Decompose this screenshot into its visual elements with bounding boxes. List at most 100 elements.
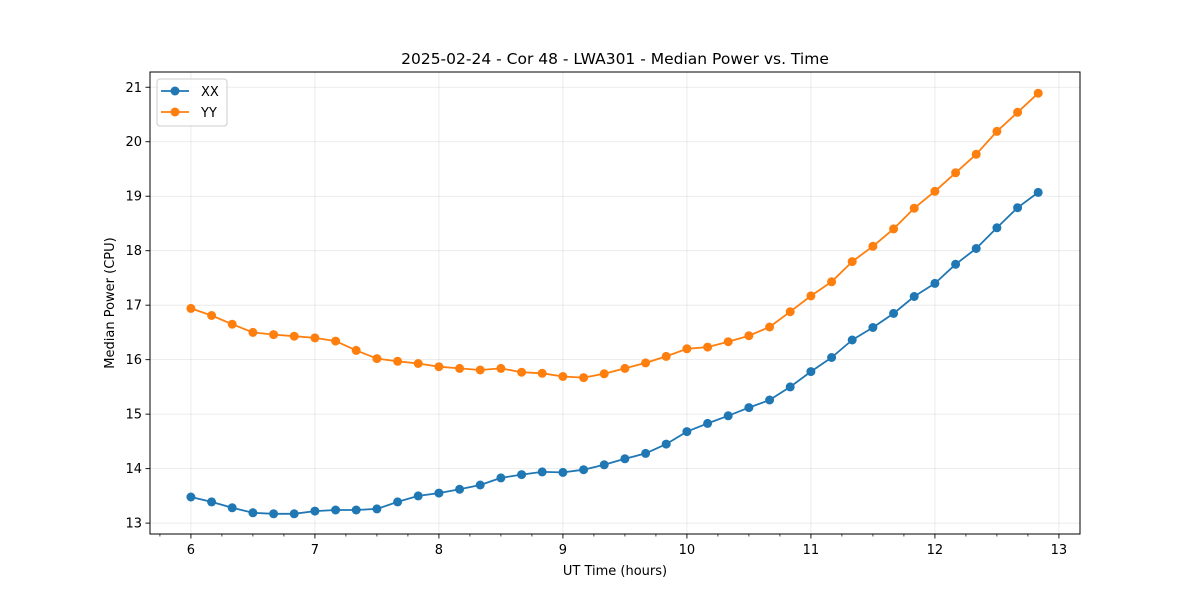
legend-xx-marker — [170, 86, 180, 96]
series-xx-point — [413, 491, 423, 501]
series-yy-point — [641, 358, 651, 368]
x-tick-label: 10 — [679, 543, 696, 558]
series-xx-point — [372, 504, 382, 514]
series-xx-point — [455, 484, 465, 494]
series-xx-point — [496, 473, 506, 483]
y-tick-label: 20 — [125, 135, 142, 150]
y-tick-label: 18 — [125, 244, 142, 259]
plot-frame — [149, 71, 1081, 535]
series-xx-point — [289, 509, 299, 519]
series-yy-point — [351, 345, 361, 355]
series-yy-point — [971, 149, 981, 159]
series-yy-point — [207, 311, 217, 320]
series-yy-point — [372, 354, 382, 364]
legend-yy-marker — [170, 107, 180, 117]
series-yy-point — [661, 351, 671, 361]
grid-layer — [150, 72, 1080, 534]
series-xx-point — [517, 470, 527, 480]
series-xx-point — [207, 497, 217, 507]
series-yy-point — [992, 126, 1002, 136]
series-yy-point — [537, 368, 547, 378]
y-tick-label: 19 — [125, 190, 142, 205]
axis-layer: 6 7 8 9 10 11 12 13 13 14 15 16 17 18 19 20 21 — [125, 81, 1067, 558]
series-xx-point — [599, 460, 609, 470]
series-xx-point — [227, 503, 237, 513]
series-yy-point — [434, 362, 444, 372]
series-xx-point — [847, 335, 857, 345]
series-xx-point — [393, 497, 403, 507]
y-tick-label: 13 — [125, 517, 142, 532]
series-xx-point — [558, 467, 568, 477]
series-xx-point — [785, 382, 795, 392]
x-axis-label: UT Time (hours) — [563, 564, 667, 579]
series-yy-point — [331, 336, 341, 346]
legend-xx-label: XX — [201, 85, 219, 100]
series-yy-point — [806, 291, 816, 301]
series-xx-point — [971, 244, 981, 253]
x-tick-label: 9 — [559, 543, 567, 558]
series-xx-point — [186, 492, 196, 502]
series-yy-point — [248, 327, 258, 337]
x-tick-label: 7 — [311, 543, 319, 558]
series-yy-point — [847, 257, 857, 267]
series-xx-point — [1013, 203, 1023, 213]
series-xx-point — [703, 418, 713, 428]
series-yy-point — [269, 330, 279, 340]
series-xx-point — [579, 465, 589, 475]
series-yy-point — [496, 363, 506, 373]
series-yy-point — [765, 322, 775, 332]
series-yy-point — [827, 277, 837, 287]
series-xx-point — [248, 508, 258, 518]
series-xx-point — [641, 448, 651, 458]
series-yy-point — [723, 337, 733, 347]
series-yy-point — [951, 168, 961, 178]
series-yy-point — [475, 365, 485, 375]
series-xx-point — [331, 505, 341, 515]
series-xx-point — [889, 308, 899, 318]
series-xx-point — [765, 395, 775, 405]
series-layer — [186, 88, 1043, 519]
y-tick-label: 16 — [125, 353, 142, 368]
series-yy-point — [413, 359, 423, 368]
x-tick-label: 12 — [927, 543, 944, 558]
series-xx-point — [868, 323, 878, 332]
y-axis-label: Median Power (CPU) — [103, 237, 118, 368]
series-xx-point — [269, 509, 279, 519]
series-yy-point — [393, 356, 403, 366]
x-tick-label: 8 — [435, 543, 443, 558]
series-xx-point — [930, 278, 940, 288]
series-xx-point — [682, 427, 692, 437]
y-tick-label: 21 — [125, 81, 142, 96]
series-yy-point — [889, 224, 899, 234]
series-yy-point — [579, 373, 589, 383]
series-xx-point — [661, 439, 671, 449]
series-xx-point — [951, 259, 961, 269]
series-yy-point — [455, 363, 465, 373]
legend: XX YY — [156, 78, 228, 127]
series-yy-point — [909, 203, 919, 213]
x-tick-label: 6 — [187, 543, 195, 558]
series-xx-point — [537, 467, 547, 477]
y-tick-label: 17 — [125, 299, 142, 314]
series-yy-point — [289, 331, 299, 341]
series-yy-point — [930, 186, 940, 196]
series-yy-point — [227, 319, 237, 329]
series-xx-point — [475, 480, 485, 490]
series-xx-point — [744, 403, 754, 413]
series-yy-point — [1013, 107, 1023, 117]
legend-yy-label: YY — [200, 106, 217, 121]
series-xx-point — [806, 367, 816, 377]
series-xx-point — [1033, 187, 1043, 197]
y-tick-label: 14 — [125, 462, 142, 477]
series-yy-point — [310, 333, 320, 343]
series-yy-point — [517, 367, 527, 377]
series-yy-point — [1033, 88, 1043, 98]
chart-title: 2025-02-24 - Cor 48 - LWA301 - Median Po… — [401, 50, 829, 68]
series-yy-point — [868, 241, 878, 251]
series-xx-point — [723, 411, 733, 421]
series-yy-point — [599, 369, 609, 379]
series-yy-point — [744, 331, 754, 341]
y-tick-label: 15 — [125, 408, 142, 423]
series-xx-point — [310, 506, 320, 516]
